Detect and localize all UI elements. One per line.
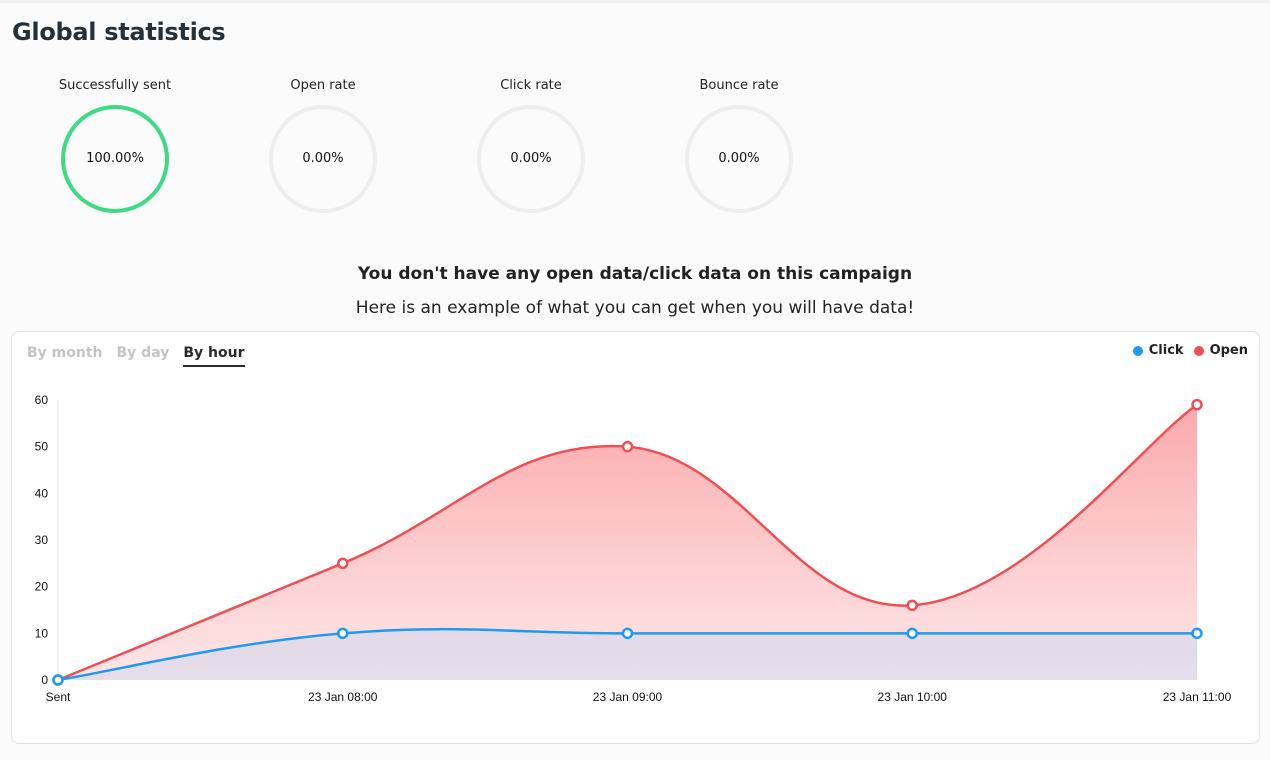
stat-open-rate: Open rate 0.00%: [213, 78, 433, 215]
click-data-point: [337, 627, 349, 640]
ring-fill: [61, 105, 169, 213]
y-tick-label: 50: [35, 440, 49, 454]
stat-ring: 0.00%: [267, 103, 379, 215]
progress-ring: [477, 105, 585, 213]
y-tick-label: 40: [35, 486, 49, 500]
tab-by-month[interactable]: By month: [27, 345, 103, 361]
stat-ring: 100.00%: [59, 103, 171, 215]
stat-label: Open rate: [290, 78, 356, 93]
x-tick-label: 23 Jan 08:00: [308, 690, 378, 704]
x-tick-label: 23 Jan 11:00: [1163, 690, 1232, 704]
top-divider: [0, 0, 1270, 3]
chart-legend: Click Open: [1123, 343, 1248, 358]
page-title: Global statistics: [12, 18, 226, 46]
empty-state-subtitle: Here is an example of what you can get w…: [355, 298, 915, 318]
ring-track: [269, 105, 377, 213]
stat-successfully-sent: Successfully sent 100.00%: [5, 78, 225, 215]
stat-label: Successfully sent: [58, 78, 172, 93]
progress-ring: [269, 105, 377, 213]
stat-value: 0.00%: [302, 151, 344, 166]
open-data-point: [621, 440, 634, 453]
period-tabs: By month By day By hour: [27, 345, 259, 367]
open-data-point: [906, 599, 918, 612]
legend-dot-icon: [1193, 345, 1204, 356]
y-tick-label: 20: [35, 580, 49, 594]
x-tick-label: Sent: [46, 690, 71, 704]
click-data-point: [1191, 627, 1203, 640]
open-series-line: [57, 403, 1198, 682]
stat-click-rate: Click rate 0.00%: [421, 78, 641, 215]
open-series-area: [58, 404, 1197, 680]
progress-ring: [685, 105, 793, 213]
y-tick-label: 30: [35, 533, 49, 547]
stat-value: 0.00%: [510, 151, 552, 166]
y-tick-label: 10: [35, 626, 49, 640]
stat-ring: 0.00%: [475, 103, 587, 215]
open-data-point: [1191, 398, 1203, 411]
tab-by-hour[interactable]: By hour: [183, 345, 245, 367]
y-tick-label: 60: [35, 393, 49, 407]
stat-value: 100.00%: [86, 151, 144, 166]
click-data-point: [52, 674, 64, 686]
legend-item-click[interactable]: Click: [1132, 343, 1184, 358]
stat-bounce-rate: Bounce rate 0.00%: [629, 78, 849, 215]
click-series-area: [58, 629, 1197, 680]
legend-label: Open: [1209, 343, 1248, 358]
progress-ring: [61, 105, 169, 213]
stat-label: Bounce rate: [699, 78, 779, 93]
ring-track: [685, 105, 793, 213]
x-tick-label: 23 Jan 10:00: [878, 690, 948, 704]
stat-value: 0.00%: [718, 151, 760, 166]
legend-item-open[interactable]: Open: [1193, 343, 1248, 358]
legend-dot-icon: [1132, 345, 1143, 356]
click-data-point: [621, 627, 634, 640]
empty-state-title: You don't have any open data/click data …: [357, 264, 913, 284]
ring-track: [477, 105, 585, 213]
tab-by-day[interactable]: By day: [116, 345, 170, 361]
legend-label: Click: [1148, 343, 1184, 358]
x-tick-label: 23 Jan 09:00: [593, 690, 663, 704]
y-tick-label: 0: [41, 673, 48, 687]
open-data-point: [337, 557, 349, 570]
click-data-point: [906, 627, 918, 640]
stat-label: Click rate: [500, 78, 562, 93]
stat-ring: 0.00%: [683, 103, 795, 215]
